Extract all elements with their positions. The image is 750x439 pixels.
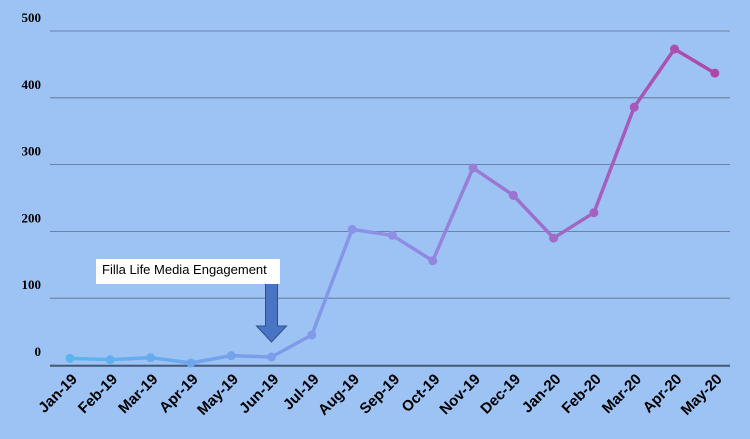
x-tick-label-dec-19: Dec-19 (477, 371, 524, 418)
x-tick-label-may-19: May-19 (194, 371, 242, 419)
x-tick-label-feb-19: Feb-19 (75, 371, 121, 417)
data-point-feb-19 (105, 355, 115, 365)
annotation-arrow-shape (255, 282, 288, 343)
data-point-jul-19 (307, 330, 317, 340)
data-point-oct-19 (428, 256, 438, 266)
data-point-jan-20 (549, 233, 559, 243)
y-tick-label-300: 300 (22, 144, 42, 159)
y-axis-ticks: 0 100 200 300 400 500 (22, 10, 42, 359)
data-point-apr-19 (186, 358, 196, 368)
data-point-apr-20 (670, 44, 679, 54)
data-point-sep-19 (387, 230, 397, 240)
x-tick-label-may-20: May-20 (678, 371, 726, 419)
x-tick-label-jan-19: Jan-19 (35, 371, 81, 417)
annotation-label: Filla Life Media Engagement (96, 259, 280, 284)
y-tick-label-500: 500 (22, 10, 42, 25)
x-tick-label-jun-19: Jun-19 (236, 371, 282, 417)
data-point-jan-19 (65, 353, 75, 363)
data-point-may-19 (226, 351, 236, 361)
data-point-feb-20 (589, 208, 599, 218)
x-tick-label-apr-20: Apr-20 (640, 371, 686, 417)
y-tick-label-200: 200 (22, 210, 42, 225)
data-point-jun-19 (267, 352, 276, 362)
series-line (68, 47, 717, 365)
y-tick-label-100: 100 (22, 277, 42, 292)
data-point-mar-19 (146, 353, 156, 363)
data-point-aug-19 (347, 224, 357, 234)
data-point-may-20 (710, 68, 720, 78)
x-tick-label-mar-19: Mar-19 (115, 371, 161, 417)
x-tick-label-sep-19: Sep-19 (356, 371, 403, 418)
x-axis-ticks: Jan-19Feb-19Mar-19Apr-19May-19Jun-19Jul-… (35, 371, 725, 419)
data-point-nov-19 (468, 163, 478, 173)
annotation-arrow (255, 282, 288, 343)
x-tick-label-jan-20: Jan-20 (519, 371, 565, 417)
y-tick-label-400: 400 (22, 77, 42, 92)
data-point-dec-19 (508, 190, 518, 200)
series-engagement (65, 44, 720, 368)
x-tick-label-oct-19: Oct-19 (398, 371, 443, 416)
x-tick-label-mar-20: Mar-20 (599, 371, 645, 417)
gridlines (50, 30, 730, 367)
x-tick-label-apr-19: Apr-19 (156, 371, 202, 417)
x-tick-label-nov-19: Nov-19 (436, 371, 483, 418)
y-tick-label-0: 0 (35, 344, 42, 359)
data-point-mar-20 (629, 102, 639, 112)
x-tick-label-feb-20: Feb-20 (559, 371, 605, 417)
x-tick-label-aug-19: Aug-19 (315, 371, 363, 419)
